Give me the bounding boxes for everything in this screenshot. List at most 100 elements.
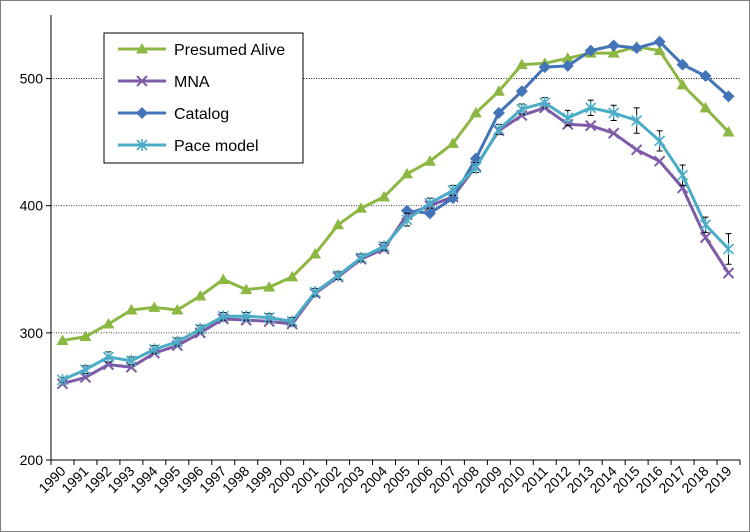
point-pace-model-2006: [424, 197, 436, 210]
legend-label-pace-model: Pace model: [174, 138, 259, 155]
series-area: [56, 35, 735, 390]
point-presumed-alive-2002: [332, 218, 345, 230]
point-catalog-2015: [630, 42, 643, 55]
point-presumed-alive-1994: [148, 301, 161, 312]
point-presumed-alive-1990: [56, 334, 69, 345]
point-pace-model-1990: [56, 373, 69, 386]
legend-box: [103, 32, 304, 164]
series-pace-model: [56, 96, 735, 386]
point-presumed-alive-2004: [378, 190, 391, 202]
legend-swatch-marker-catalog: [136, 107, 148, 119]
point-pace-model-2018: [699, 218, 712, 231]
point-presumed-alive-1991: [79, 330, 92, 342]
point-pace-model-2014: [608, 106, 620, 119]
legend-label-catalog: Catalog: [174, 106, 229, 123]
point-presumed-alive-2003: [355, 202, 368, 213]
point-pace-model-2012: [562, 111, 574, 124]
point-mna-2016: [653, 155, 666, 167]
legend-label-presumed-alive: Presumed Alive: [174, 42, 285, 59]
point-pace-model-1992: [102, 351, 114, 364]
y-tick-label-500: 500: [20, 71, 44, 87]
point-presumed-alive-1993: [125, 303, 138, 315]
point-presumed-alive-2005: [400, 167, 413, 179]
point-catalog-2016: [653, 35, 666, 48]
legend: Presumed Alive MNA Catalog Pace model: [103, 32, 304, 164]
point-pace-model-2008: [470, 161, 482, 174]
legend-swatch-marker-mna: [136, 75, 148, 87]
legend-entry-catalog: Catalog: [118, 106, 229, 123]
point-presumed-alive-2001: [309, 248, 322, 259]
legend-entry-mna: MNA: [118, 74, 210, 91]
point-pace-model-2013: [585, 101, 597, 114]
point-pace-model-2001: [309, 286, 321, 299]
point-presumed-alive-1996: [194, 289, 207, 301]
y-tick-label-400: 400: [20, 198, 44, 214]
point-catalog-2013: [584, 44, 597, 57]
point-presumed-alive-2000: [286, 270, 299, 282]
point-presumed-alive-1992: [102, 317, 115, 329]
point-pace-model-1996: [194, 323, 206, 336]
legend-swatch-marker-pace-model: [136, 139, 148, 151]
point-pace-model-1998: [240, 310, 252, 323]
point-mna-2019: [722, 267, 735, 279]
point-catalog-2011: [538, 61, 551, 74]
x-tick-label-2019: 2019: [701, 463, 734, 496]
point-pace-model-2000: [286, 315, 298, 328]
point-pace-model-2003: [355, 251, 367, 264]
point-pace-model-2007: [447, 184, 459, 197]
point-mna-2018: [699, 231, 712, 244]
point-catalog-2014: [607, 39, 620, 52]
series-line-pace-model: [61, 101, 730, 382]
point-presumed-alive-2006: [423, 155, 436, 166]
point-catalog-2009: [492, 106, 505, 119]
legend-swatch-marker-presumed-alive: [136, 43, 148, 54]
point-presumed-alive-1999: [263, 281, 276, 292]
legend-entry-presumed-alive: Presumed Alive: [118, 42, 285, 59]
point-catalog-2018: [699, 70, 712, 83]
point-presumed-alive-2016: [653, 44, 666, 56]
point-pace-model-2017: [677, 169, 689, 182]
series-presumed-alive: [56, 40, 735, 345]
point-catalog-2012: [561, 59, 574, 72]
point-presumed-alive-2009: [492, 85, 505, 96]
point-catalog-2017: [676, 58, 689, 71]
point-pace-model-1991: [79, 363, 92, 376]
point-presumed-alive-2007: [446, 137, 459, 148]
point-pace-model-1995: [171, 335, 183, 348]
legend-entry-pace-model: Pace model: [118, 138, 259, 155]
point-pace-model-2019: [722, 242, 735, 255]
point-mna-2014: [607, 127, 620, 139]
point-catalog-2019: [722, 90, 735, 103]
point-pace-model-2004: [378, 240, 390, 253]
point-pace-model-2011: [539, 96, 551, 109]
point-presumed-alive-2010: [515, 58, 528, 70]
point-pace-model-2002: [332, 269, 344, 282]
point-pace-model-1993: [125, 354, 137, 367]
point-presumed-alive-1995: [171, 303, 184, 315]
point-mna-2015: [630, 144, 643, 156]
point-mna-2013: [585, 119, 597, 132]
point-presumed-alive-2012: [561, 52, 574, 63]
point-pace-model-2009: [493, 123, 505, 136]
y-tick-label-300: 300: [20, 325, 44, 341]
point-pace-model-1997: [217, 310, 229, 323]
legend-label-mna: MNA: [174, 74, 210, 91]
point-pace-model-2010: [516, 103, 528, 116]
series-line-presumed-alive: [62, 45, 730, 342]
point-presumed-alive-2008: [469, 106, 482, 118]
point-presumed-alive-2017: [676, 78, 689, 90]
point-pace-model-2005: [401, 213, 413, 226]
point-pace-model-2016: [654, 134, 666, 147]
point-pace-model-2015: [631, 114, 643, 127]
point-presumed-alive-1998: [240, 283, 253, 295]
point-presumed-alive-2019: [722, 125, 735, 137]
point-presumed-alive-2018: [699, 101, 712, 113]
point-presumed-alive-1997: [217, 273, 230, 284]
point-pace-model-1994: [148, 343, 160, 356]
point-presumed-alive-2014: [607, 47, 620, 58]
point-catalog-2010: [515, 85, 528, 98]
point-pace-model-1999: [263, 311, 275, 324]
point-catalog-2006: [423, 207, 436, 220]
y-tick-label-200: 200: [20, 452, 44, 468]
